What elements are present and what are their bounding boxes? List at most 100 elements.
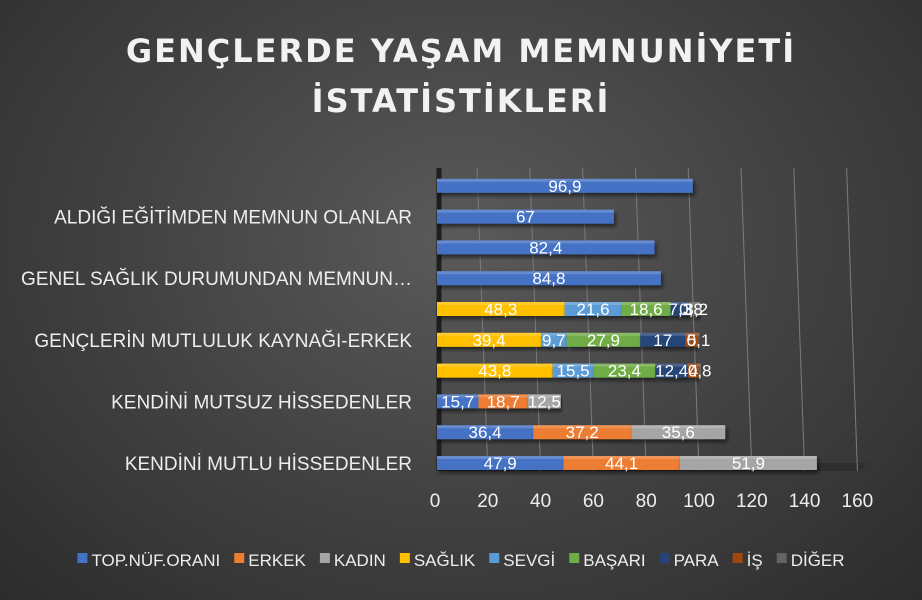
data-label: 7,3 (668, 300, 692, 319)
legend-swatch (776, 553, 787, 563)
bar-segment (679, 456, 817, 470)
legend-label: TOP.NÜF.ORANI (91, 551, 220, 570)
bar-highlight (437, 363, 553, 367)
bar-highlight (566, 332, 641, 336)
bar-segment (685, 332, 699, 347)
bar-highlight (670, 302, 690, 305)
bar-segment (563, 456, 680, 470)
bar-highlight (692, 302, 701, 305)
data-label: 43,8 (478, 362, 511, 381)
x-tick-label: 0 (430, 491, 441, 512)
bar-highlight (688, 363, 699, 367)
bar-highlight (593, 363, 656, 367)
legend-label: SAĞLIK (414, 551, 476, 570)
category-label: KENDİNİ MUTLU HİSSEDENLER (125, 454, 412, 475)
gridline (687, 167, 700, 472)
bar-segment (478, 394, 528, 409)
bar-highlight (640, 332, 686, 336)
chart-title-line-1: GENÇLERDE YAŞAM MEMNUNİYETİ (126, 32, 796, 70)
legend-swatch (77, 553, 88, 563)
bar-segment (688, 363, 699, 378)
legend-swatch (732, 553, 743, 563)
bar-segment (698, 332, 700, 347)
legend-swatch (234, 553, 245, 563)
bar-segment (631, 425, 726, 440)
x-tick-label: 20 (477, 491, 498, 512)
bar-highlight (552, 363, 594, 367)
bar-segment (437, 240, 655, 255)
bar-highlight (437, 394, 479, 398)
legend-label: ERKEK (248, 551, 306, 570)
data-label: 44,1 (605, 454, 638, 473)
bar-segment (670, 302, 690, 316)
bar-segment (689, 302, 693, 316)
bar-segment (437, 178, 693, 193)
bar-highlight (527, 394, 561, 398)
bar-highlight (437, 209, 614, 213)
gridline (634, 167, 647, 472)
data-label: 15,7 (441, 392, 474, 411)
bar-segment (692, 302, 701, 316)
x-tick-label: 80 (636, 491, 657, 512)
bar-segment (566, 332, 641, 347)
data-label: 84,8 (532, 269, 565, 288)
data-label: 18,7 (487, 392, 520, 411)
bar-highlight (685, 332, 699, 336)
x-tick-label: 100 (683, 491, 715, 512)
bar-segment (437, 302, 565, 316)
data-label: 67 (516, 208, 535, 227)
legend-label: PARA (674, 551, 720, 570)
data-label: 18,6 (630, 300, 663, 319)
bar-highlight (533, 425, 632, 429)
legend-label: SEVGİ (503, 551, 555, 570)
data-label: 17 (653, 331, 672, 350)
bar-segment (593, 363, 656, 378)
bar-segment (698, 363, 701, 378)
legend-swatch (659, 553, 670, 563)
bar-highlight (541, 332, 567, 336)
bar-segment (655, 363, 689, 378)
chart-title: GENÇLERDE YAŞAM MEMNUNİYETİ İSTATİSTİKLE… (126, 32, 796, 120)
bar-segment (437, 394, 479, 409)
gridline (793, 167, 806, 472)
data-labels: 47,9 44,1 51,9 36,4 37,2 35,6 15,7 18,7 12,5 43,8… (441, 177, 765, 473)
bar-segment (437, 363, 553, 378)
bar-segment (437, 209, 614, 224)
legend-label: KADIN (334, 551, 386, 570)
data-label: 9,7 (542, 331, 566, 350)
bar-highlight (437, 178, 693, 182)
bar-highlight (437, 425, 534, 429)
bar-highlight (437, 240, 655, 244)
category-label: ALDIĞI EĞİTİMDEN MEMNUN OLANLAR (54, 207, 412, 229)
legend-swatch (319, 553, 330, 563)
data-label: 36,4 (469, 423, 502, 442)
data-label: 47,9 (484, 454, 517, 473)
bar-segment (541, 332, 567, 347)
category-labels: KENDİNİ MUTLU HİSSEDENLER KENDİNİ MUTSUZ … (21, 207, 412, 475)
bar-highlight (437, 332, 542, 336)
gridline (846, 167, 858, 472)
category-label: GENEL SAĞLIK DURUMUNDAN MEMNUN… (21, 268, 412, 290)
data-label: 4 (689, 362, 698, 381)
x-tick-label: 40 (530, 491, 551, 512)
data-label: 3,2 (684, 300, 708, 319)
bar-highlight (698, 363, 701, 367)
bars (437, 178, 817, 470)
bar-highlight (621, 302, 671, 305)
category-label: KENDİNİ MUTSUZ HİSSEDENLER (111, 392, 412, 413)
data-label: 15,5 (557, 362, 590, 381)
x-tick-label: 120 (736, 491, 768, 512)
data-label: 12,5 (528, 392, 561, 411)
gridline (740, 167, 753, 472)
bar-segment (621, 302, 671, 316)
chart-title-line-2: İSTATİSTİKLERİ (312, 82, 611, 120)
bar-highlight (564, 302, 622, 305)
data-label: 0,1 (687, 331, 711, 350)
category-label: GENÇLERİN MUTLULUK KAYNAĞI-ERKEK (34, 330, 412, 352)
bar-highlight (563, 456, 680, 459)
bar-highlight (437, 302, 565, 305)
data-label: 35,6 (662, 423, 695, 442)
legend-label: DİĞER (791, 551, 845, 570)
